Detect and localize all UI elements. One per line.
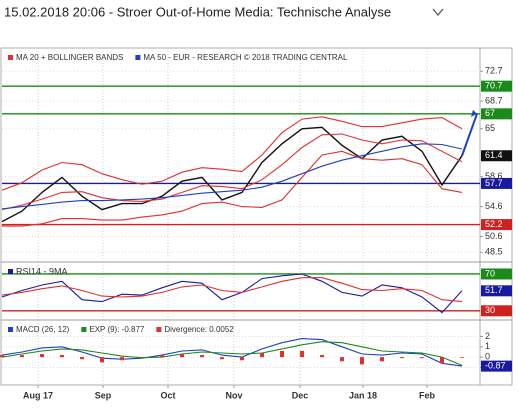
y-tick-label: 1 bbox=[485, 341, 490, 351]
bar bbox=[200, 355, 204, 358]
y-tick-label: 58.6 bbox=[485, 171, 503, 181]
x-tick-label: Feb bbox=[419, 390, 436, 400]
bar bbox=[400, 357, 404, 359]
level-label: 70 bbox=[485, 268, 495, 278]
x-tick-label: Dec bbox=[292, 390, 309, 400]
legend-swatch bbox=[8, 269, 13, 274]
last-value-label: 51.7 bbox=[485, 285, 503, 295]
y-tick-label: 0 bbox=[485, 352, 490, 362]
panel-title: RSI14 - 9MA bbox=[16, 266, 68, 276]
legend-label: MACD (26, 12) bbox=[16, 325, 70, 334]
legend-label: MA 20 + BOLLINGER BANDS bbox=[16, 53, 123, 62]
y-tick-label: 65 bbox=[485, 123, 495, 133]
last-value-box bbox=[481, 360, 512, 372]
level-box bbox=[481, 219, 512, 231]
level-label: 52.2 bbox=[485, 219, 503, 229]
legend-swatch bbox=[135, 55, 141, 60]
series-line bbox=[1, 338, 463, 367]
level-box bbox=[481, 177, 512, 189]
level-box bbox=[481, 80, 512, 92]
level-box bbox=[481, 108, 512, 120]
panel-frame bbox=[0, 319, 513, 386]
y-tick-label: 50.6 bbox=[485, 231, 503, 241]
y-tick-label: 2 bbox=[485, 331, 490, 341]
series-line bbox=[1, 133, 463, 211]
bar bbox=[440, 357, 444, 364]
series-line bbox=[1, 273, 463, 314]
bar bbox=[80, 357, 84, 360]
page-title: 15.02.2018 20:06 - Stroer Out-of-Home Me… bbox=[4, 4, 391, 19]
level-box bbox=[481, 268, 512, 280]
series-line bbox=[1, 341, 463, 366]
bar bbox=[140, 357, 144, 358]
series-line bbox=[1, 126, 463, 223]
x-tick-label: Jan 18 bbox=[349, 390, 377, 400]
level-label: 70.7 bbox=[485, 81, 503, 91]
y-tick-label: 54.6 bbox=[485, 201, 503, 211]
y-tick-label: 72.7 bbox=[485, 66, 503, 76]
level-label: 67 bbox=[485, 108, 495, 118]
bar bbox=[100, 357, 104, 363]
bar bbox=[280, 350, 284, 358]
bar bbox=[220, 357, 224, 360]
level-label: 57.7 bbox=[485, 178, 503, 188]
series-line bbox=[1, 277, 463, 303]
last-value-label: 61.4 bbox=[485, 150, 503, 160]
dropdown-chevron[interactable] bbox=[432, 8, 444, 17]
bar bbox=[380, 357, 384, 362]
bar bbox=[240, 357, 244, 361]
bar bbox=[320, 355, 324, 358]
bar bbox=[20, 355, 24, 358]
bar bbox=[180, 354, 184, 358]
series-line bbox=[1, 116, 463, 191]
level-label: 30 bbox=[485, 305, 495, 315]
series-line bbox=[1, 143, 463, 210]
bar bbox=[260, 353, 264, 358]
bar bbox=[40, 354, 44, 358]
legend-label: Divergence: 0.0052 bbox=[164, 325, 234, 334]
panel-frame bbox=[0, 47, 513, 263]
projection-arrow-head bbox=[471, 109, 477, 117]
bar bbox=[360, 357, 364, 365]
bar bbox=[340, 357, 344, 362]
bar bbox=[420, 357, 424, 359]
bar bbox=[460, 357, 464, 358]
last-value-label: -0.87 bbox=[485, 360, 506, 370]
last-value-box bbox=[481, 150, 512, 162]
x-tick-label: Sep bbox=[95, 390, 112, 400]
bar bbox=[0, 355, 4, 358]
y-tick-label: 48.5 bbox=[485, 247, 503, 257]
legend-swatch bbox=[8, 327, 13, 332]
last-value-box bbox=[481, 285, 512, 297]
legend-swatch bbox=[81, 327, 87, 332]
legend-swatch bbox=[8, 55, 13, 60]
x-tick-label: Nov bbox=[225, 390, 242, 400]
x-tick-label: Oct bbox=[160, 390, 175, 400]
y-tick-label: 68.7 bbox=[485, 96, 503, 106]
bar bbox=[60, 355, 64, 358]
legend-label: MA 50 - EUR - RESEARCH © 2018 TRADING CE… bbox=[143, 53, 348, 62]
level-box bbox=[481, 305, 512, 317]
bar bbox=[160, 355, 164, 358]
legend-swatch bbox=[156, 327, 162, 332]
series-line bbox=[2, 150, 463, 227]
bar bbox=[300, 350, 304, 358]
legend-label: EXP (9): -0.877 bbox=[89, 325, 145, 334]
bar bbox=[120, 357, 124, 361]
projection-arrow bbox=[461, 113, 478, 157]
x-tick-label: Aug 17 bbox=[23, 390, 53, 400]
